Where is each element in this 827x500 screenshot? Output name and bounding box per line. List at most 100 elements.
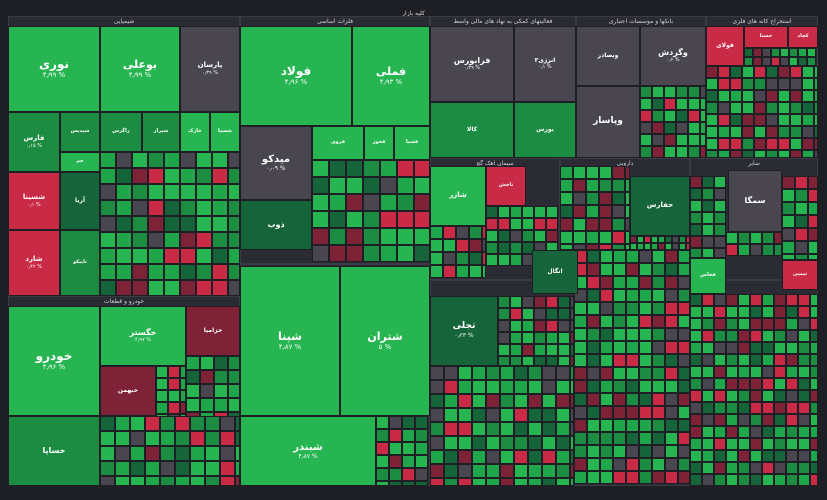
stock-tile-small[interactable] [786, 462, 798, 474]
stock-tile-small[interactable] [560, 179, 573, 192]
stock-tile-small[interactable] [774, 306, 786, 318]
stock-tile-small[interactable] [514, 422, 528, 436]
stock-tile-small[interactable] [774, 438, 786, 450]
stock-tile-small[interactable] [415, 455, 428, 468]
stock-tile-small[interactable] [148, 232, 164, 248]
stock-tile-small[interactable] [718, 90, 730, 102]
stock-tile-small[interactable] [415, 468, 428, 481]
stock-tile-small[interactable] [212, 216, 228, 232]
stock-tile-small[interactable] [228, 152, 240, 168]
stock-tile-small[interactable] [652, 406, 665, 419]
stock-tile-small[interactable] [164, 200, 180, 216]
stock-tile-small[interactable] [587, 263, 600, 276]
stock-tile-small[interactable] [514, 450, 528, 464]
stock-tile-small[interactable] [762, 402, 774, 414]
stock-tile-small[interactable] [186, 398, 200, 412]
stock-tile-small[interactable] [714, 236, 726, 248]
stock-tile-small[interactable] [639, 289, 652, 302]
stock-tile-small[interactable] [714, 450, 726, 462]
stock-tile-small[interactable] [430, 380, 444, 394]
stock-tile-small[interactable] [402, 429, 415, 442]
stock-tile-small[interactable] [145, 446, 160, 461]
stock-tile-small[interactable] [676, 134, 688, 146]
stock-tile-small[interactable] [600, 263, 613, 276]
stock-tile-small[interactable] [613, 263, 626, 276]
stock-tile-small[interactable] [778, 102, 790, 114]
stock-tile-small[interactable] [714, 306, 726, 318]
stock-tile-small[interactable] [456, 265, 469, 278]
stock-tile-small[interactable] [798, 318, 810, 330]
stock-tile-small[interactable] [613, 458, 626, 471]
stock-tile-small[interactable] [810, 354, 818, 366]
stock-tile-small[interactable] [574, 432, 587, 445]
stock-tile-small[interactable] [798, 366, 810, 378]
stock-tile-small[interactable] [116, 152, 132, 168]
stock-tile-small[interactable] [190, 431, 205, 446]
stock-tile-small[interactable] [782, 215, 795, 228]
stock-tile-small[interactable] [786, 450, 798, 462]
stock-tile-small[interactable] [156, 390, 168, 402]
stock-tile-small[interactable] [458, 478, 472, 486]
stock-tile-small[interactable] [200, 384, 214, 398]
stock-tile-small[interactable] [802, 102, 814, 114]
stock-tile-small[interactable] [228, 356, 240, 370]
stock-tile-small[interactable] [528, 478, 542, 486]
stock-tile-small[interactable] [100, 280, 116, 296]
stock-tile-vtpmp[interactable]: تپمپی [782, 260, 818, 290]
stock-tile-small[interactable] [522, 230, 534, 242]
stock-tile-small[interactable] [570, 320, 574, 332]
stock-tile-small[interactable] [510, 218, 522, 230]
stock-tile-small[interactable] [778, 90, 790, 102]
stock-tile-small[interactable] [100, 168, 116, 184]
stock-tile-small[interactable] [652, 432, 665, 445]
stock-tile-small[interactable] [652, 315, 665, 328]
stock-tile-small[interactable] [730, 90, 742, 102]
stock-tile-small[interactable] [175, 476, 190, 486]
stock-tile-small[interactable] [148, 152, 164, 168]
stock-tile-vpasar[interactable]: وپاسار [576, 86, 640, 158]
stock-tile-small[interactable] [522, 356, 534, 366]
stock-tile-small[interactable] [500, 478, 514, 486]
stock-tile-small[interactable] [766, 138, 778, 150]
stock-tile-small[interactable] [714, 342, 726, 354]
stock-tile-small[interactable] [700, 122, 706, 134]
stock-tile-small[interactable] [430, 422, 444, 436]
stock-tile-small[interactable] [100, 184, 116, 200]
stock-tile-small[interactable] [738, 342, 750, 354]
stock-tile-small[interactable] [599, 205, 612, 218]
stock-tile-small[interactable] [782, 176, 795, 189]
stock-tile-small[interactable] [458, 436, 472, 450]
stock-tile-small[interactable] [626, 406, 639, 419]
stock-tile-small[interactable] [789, 48, 798, 57]
stock-tile-small[interactable] [778, 126, 790, 138]
stock-tile-small[interactable] [522, 332, 534, 344]
stock-tile-small[interactable] [639, 471, 652, 484]
stock-tile-small[interactable] [652, 302, 665, 315]
stock-tile-small[interactable] [714, 248, 726, 258]
stock-tile-small[interactable] [690, 200, 702, 212]
stock-tile-vagardesh[interactable]: وگردش ۰٫۶ % [640, 26, 706, 86]
stock-tile-small[interactable] [558, 344, 570, 356]
stock-tile-small[interactable] [556, 450, 570, 464]
stock-tile-small[interactable] [798, 48, 807, 57]
stock-tile-small[interactable] [665, 380, 678, 393]
stock-tile-small[interactable] [730, 126, 742, 138]
stock-tile-small[interactable] [498, 332, 510, 344]
stock-tile-small[interactable] [766, 150, 778, 158]
stock-tile-small[interactable] [175, 416, 190, 431]
stock-tile-small[interactable] [762, 426, 774, 438]
stock-tile-small[interactable] [678, 445, 690, 458]
stock-tile-small[interactable] [778, 138, 790, 150]
stock-tile-small[interactable] [658, 236, 665, 243]
stock-tile-small[interactable] [665, 276, 678, 289]
stock-tile-small[interactable] [766, 78, 778, 90]
stock-tile-small[interactable] [376, 442, 389, 455]
stock-tile-small[interactable] [714, 390, 726, 402]
stock-tile-small[interactable] [626, 471, 639, 484]
stock-tile-small[interactable] [718, 102, 730, 114]
stock-tile-small[interactable] [534, 344, 546, 356]
stock-tile-small[interactable] [700, 98, 706, 110]
stock-tile-small[interactable] [780, 57, 789, 66]
stock-tile-small[interactable] [706, 114, 718, 126]
stock-tile-small[interactable] [600, 341, 613, 354]
